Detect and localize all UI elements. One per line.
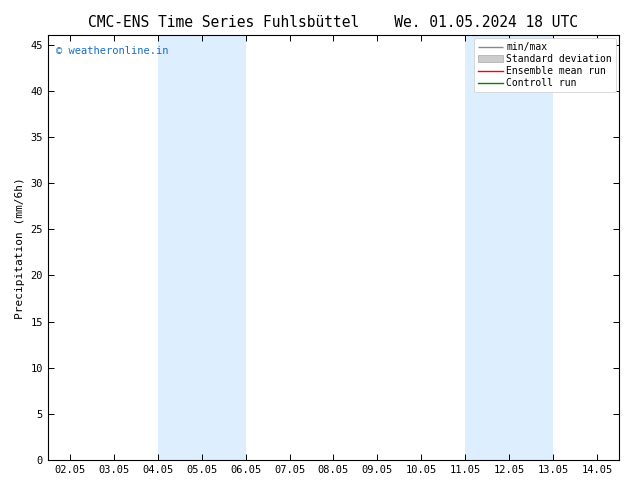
Bar — [202, 35, 245, 460]
Bar — [509, 35, 553, 460]
Legend: min/max, Standard deviation, Ensemble mean run, Controll run: min/max, Standard deviation, Ensemble me… — [474, 38, 616, 92]
Y-axis label: Precipitation (mm/6h): Precipitation (mm/6h) — [15, 177, 25, 318]
Text: © weatheronline.in: © weatheronline.in — [56, 46, 169, 56]
Bar — [158, 35, 202, 460]
Title: CMC-ENS Time Series Fuhlsbüttel    We. 01.05.2024 18 UTC: CMC-ENS Time Series Fuhlsbüttel We. 01.0… — [89, 15, 578, 30]
Bar — [465, 35, 509, 460]
